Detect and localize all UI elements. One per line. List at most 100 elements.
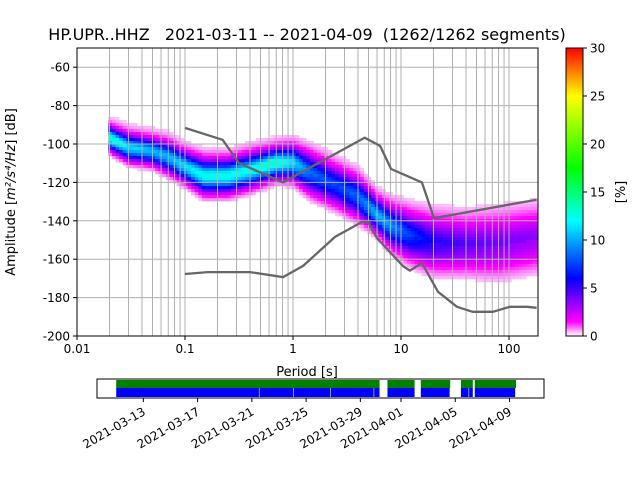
x-axis-label: Period [s] xyxy=(276,365,338,380)
density-cell xyxy=(475,222,480,226)
density-cell xyxy=(137,129,141,133)
density-cell xyxy=(443,273,447,277)
density-cell xyxy=(180,174,185,178)
density-cell xyxy=(439,255,444,259)
density-cell xyxy=(385,201,390,205)
density-cell xyxy=(320,201,325,205)
density-cell xyxy=(507,252,512,256)
density-cell xyxy=(230,171,235,175)
density-cell xyxy=(457,216,462,220)
density-cell xyxy=(209,177,213,181)
density-cell xyxy=(133,153,138,157)
density-cell xyxy=(263,189,267,193)
density-cell xyxy=(493,255,498,259)
density-cell xyxy=(263,168,267,172)
density-cell xyxy=(493,231,498,235)
density-cell xyxy=(255,150,260,154)
density-cell xyxy=(309,141,314,145)
density-cell xyxy=(115,132,120,136)
density-cell xyxy=(223,186,228,190)
density-cell xyxy=(389,246,393,250)
density-cell xyxy=(479,246,483,250)
density-cell xyxy=(475,243,480,247)
density-cell xyxy=(536,216,538,220)
density-cell xyxy=(169,165,174,169)
density-cell xyxy=(122,129,127,133)
density-cell xyxy=(407,201,411,205)
density-cell xyxy=(468,207,473,211)
density-cell xyxy=(219,165,224,169)
density-cell xyxy=(198,156,203,160)
density-cell xyxy=(255,183,260,187)
density-cell xyxy=(147,135,152,139)
density-cell xyxy=(500,228,505,232)
density-cell xyxy=(255,162,260,166)
density-cell xyxy=(410,198,415,202)
density-cell xyxy=(183,174,188,178)
density-cell xyxy=(191,150,195,154)
density-cell xyxy=(464,252,469,256)
density-cell xyxy=(468,234,473,238)
density-cell xyxy=(309,195,314,199)
density-cell xyxy=(205,177,210,181)
density-cell xyxy=(421,234,426,238)
density-cell xyxy=(306,165,311,169)
density-cell xyxy=(511,252,516,256)
colorbar-tick-label: 10 xyxy=(590,234,605,248)
density-cell xyxy=(457,246,462,250)
density-cell xyxy=(479,273,483,277)
density-cell xyxy=(147,168,152,172)
density-cell xyxy=(183,177,188,181)
density-cell xyxy=(443,237,447,241)
density-cell xyxy=(317,198,321,202)
density-cell xyxy=(525,213,530,217)
density-cell xyxy=(414,231,419,235)
density-cell xyxy=(536,225,538,229)
density-cell xyxy=(468,243,473,247)
density-cell xyxy=(291,168,296,172)
density-cell xyxy=(183,165,188,169)
density-cell xyxy=(511,207,516,211)
density-cell xyxy=(248,177,253,181)
density-cell xyxy=(219,147,224,151)
density-cell xyxy=(507,237,512,241)
density-cell xyxy=(493,210,498,214)
density-cell xyxy=(335,207,339,211)
density-cell xyxy=(385,246,390,250)
density-cell xyxy=(313,159,318,163)
density-cell xyxy=(245,177,249,181)
density-cell xyxy=(396,246,401,250)
density-cell xyxy=(435,228,440,232)
density-cell xyxy=(529,249,534,253)
density-cell xyxy=(392,204,397,208)
density-cell xyxy=(291,177,296,181)
density-cell xyxy=(536,237,538,241)
density-cell xyxy=(363,201,368,205)
density-cell xyxy=(371,234,375,238)
density-cell xyxy=(245,162,249,166)
density-cell xyxy=(403,207,408,211)
density-cell xyxy=(471,252,476,256)
density-cell xyxy=(169,180,174,184)
density-cell xyxy=(471,243,476,247)
density-cell xyxy=(389,249,393,253)
density-cell xyxy=(396,252,401,256)
density-cell xyxy=(299,189,303,193)
density-cell xyxy=(497,261,501,265)
density-cell xyxy=(356,183,361,187)
density-cell xyxy=(263,183,267,187)
density-cell xyxy=(248,168,253,172)
density-cell xyxy=(414,207,419,211)
density-cell xyxy=(180,159,185,163)
density-cell xyxy=(122,120,127,124)
density-cell xyxy=(180,186,185,190)
density-cell xyxy=(180,153,185,157)
density-cell xyxy=(407,240,411,244)
density-cell xyxy=(446,261,451,265)
density-cell xyxy=(518,252,523,256)
density-cell xyxy=(443,207,447,211)
density-cell xyxy=(428,267,433,271)
density-cell xyxy=(137,168,141,172)
density-cell xyxy=(111,153,116,157)
density-cell xyxy=(500,270,505,274)
